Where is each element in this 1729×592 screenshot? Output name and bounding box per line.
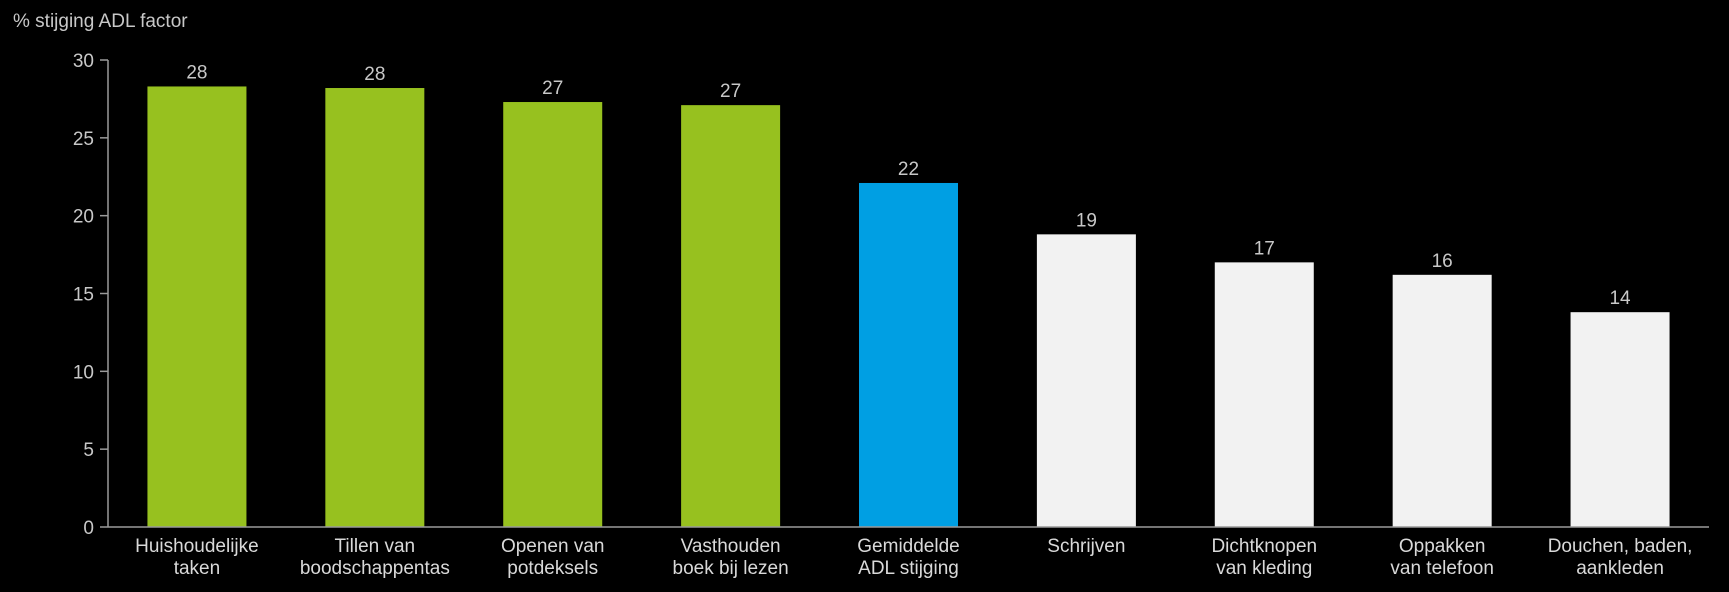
bar bbox=[1214, 262, 1314, 527]
category-label: Oppakken bbox=[1399, 536, 1486, 557]
category-label: Huishoudelijke bbox=[135, 536, 259, 557]
bar bbox=[1570, 312, 1670, 527]
category-label: van kleding bbox=[1216, 558, 1312, 579]
bar bbox=[325, 88, 425, 528]
category-label: taken bbox=[174, 558, 220, 579]
data-label: 28 bbox=[364, 64, 385, 85]
bar bbox=[1036, 234, 1136, 527]
category-label: Dichtknopen bbox=[1211, 536, 1317, 557]
y-tick-label: 15 bbox=[73, 285, 94, 306]
data-label: 14 bbox=[1609, 288, 1631, 309]
category-label: boodschappentas bbox=[300, 558, 450, 579]
y-axis-label: % stijging ADL factor bbox=[13, 11, 188, 32]
data-label: 17 bbox=[1254, 238, 1275, 259]
data-label: 19 bbox=[1076, 210, 1097, 231]
data-label: 28 bbox=[186, 62, 207, 83]
bar bbox=[681, 105, 781, 527]
category-label: Schrijven bbox=[1047, 536, 1125, 557]
category-label: Douchen, baden, bbox=[1548, 536, 1693, 557]
y-axis-ticks: 0 5 10 15 20 25 30 bbox=[73, 51, 108, 539]
data-label: 27 bbox=[542, 78, 563, 99]
y-tick-label: 5 bbox=[83, 440, 94, 461]
category-label: Gemiddelde bbox=[857, 536, 959, 557]
category-label: aankleden bbox=[1576, 558, 1664, 579]
category-label: boek bij lezen bbox=[673, 558, 789, 579]
bar bbox=[147, 86, 247, 528]
category-label: Tillen van bbox=[335, 536, 416, 557]
category-label: ADL stijging bbox=[858, 558, 959, 579]
y-tick-label: 25 bbox=[73, 129, 94, 150]
category-label: potdeksels bbox=[507, 558, 598, 579]
y-tick-label: 10 bbox=[73, 362, 94, 383]
y-tick-label: 30 bbox=[73, 51, 94, 72]
category-label: van telefoon bbox=[1390, 558, 1494, 579]
category-label: Openen van bbox=[501, 536, 605, 557]
bar bbox=[503, 102, 603, 527]
bars bbox=[147, 86, 1670, 528]
data-label: 22 bbox=[898, 159, 919, 180]
y-tick-label: 20 bbox=[73, 207, 94, 228]
bar bbox=[1392, 274, 1492, 527]
value-labels: 28 28 27 27 22 19 17 16 14 bbox=[186, 62, 1631, 309]
category-label: Vasthouden bbox=[681, 536, 781, 557]
bar bbox=[859, 182, 958, 527]
data-label: 16 bbox=[1432, 251, 1453, 272]
y-tick-label: 0 bbox=[83, 518, 94, 539]
data-label: 27 bbox=[720, 81, 741, 102]
